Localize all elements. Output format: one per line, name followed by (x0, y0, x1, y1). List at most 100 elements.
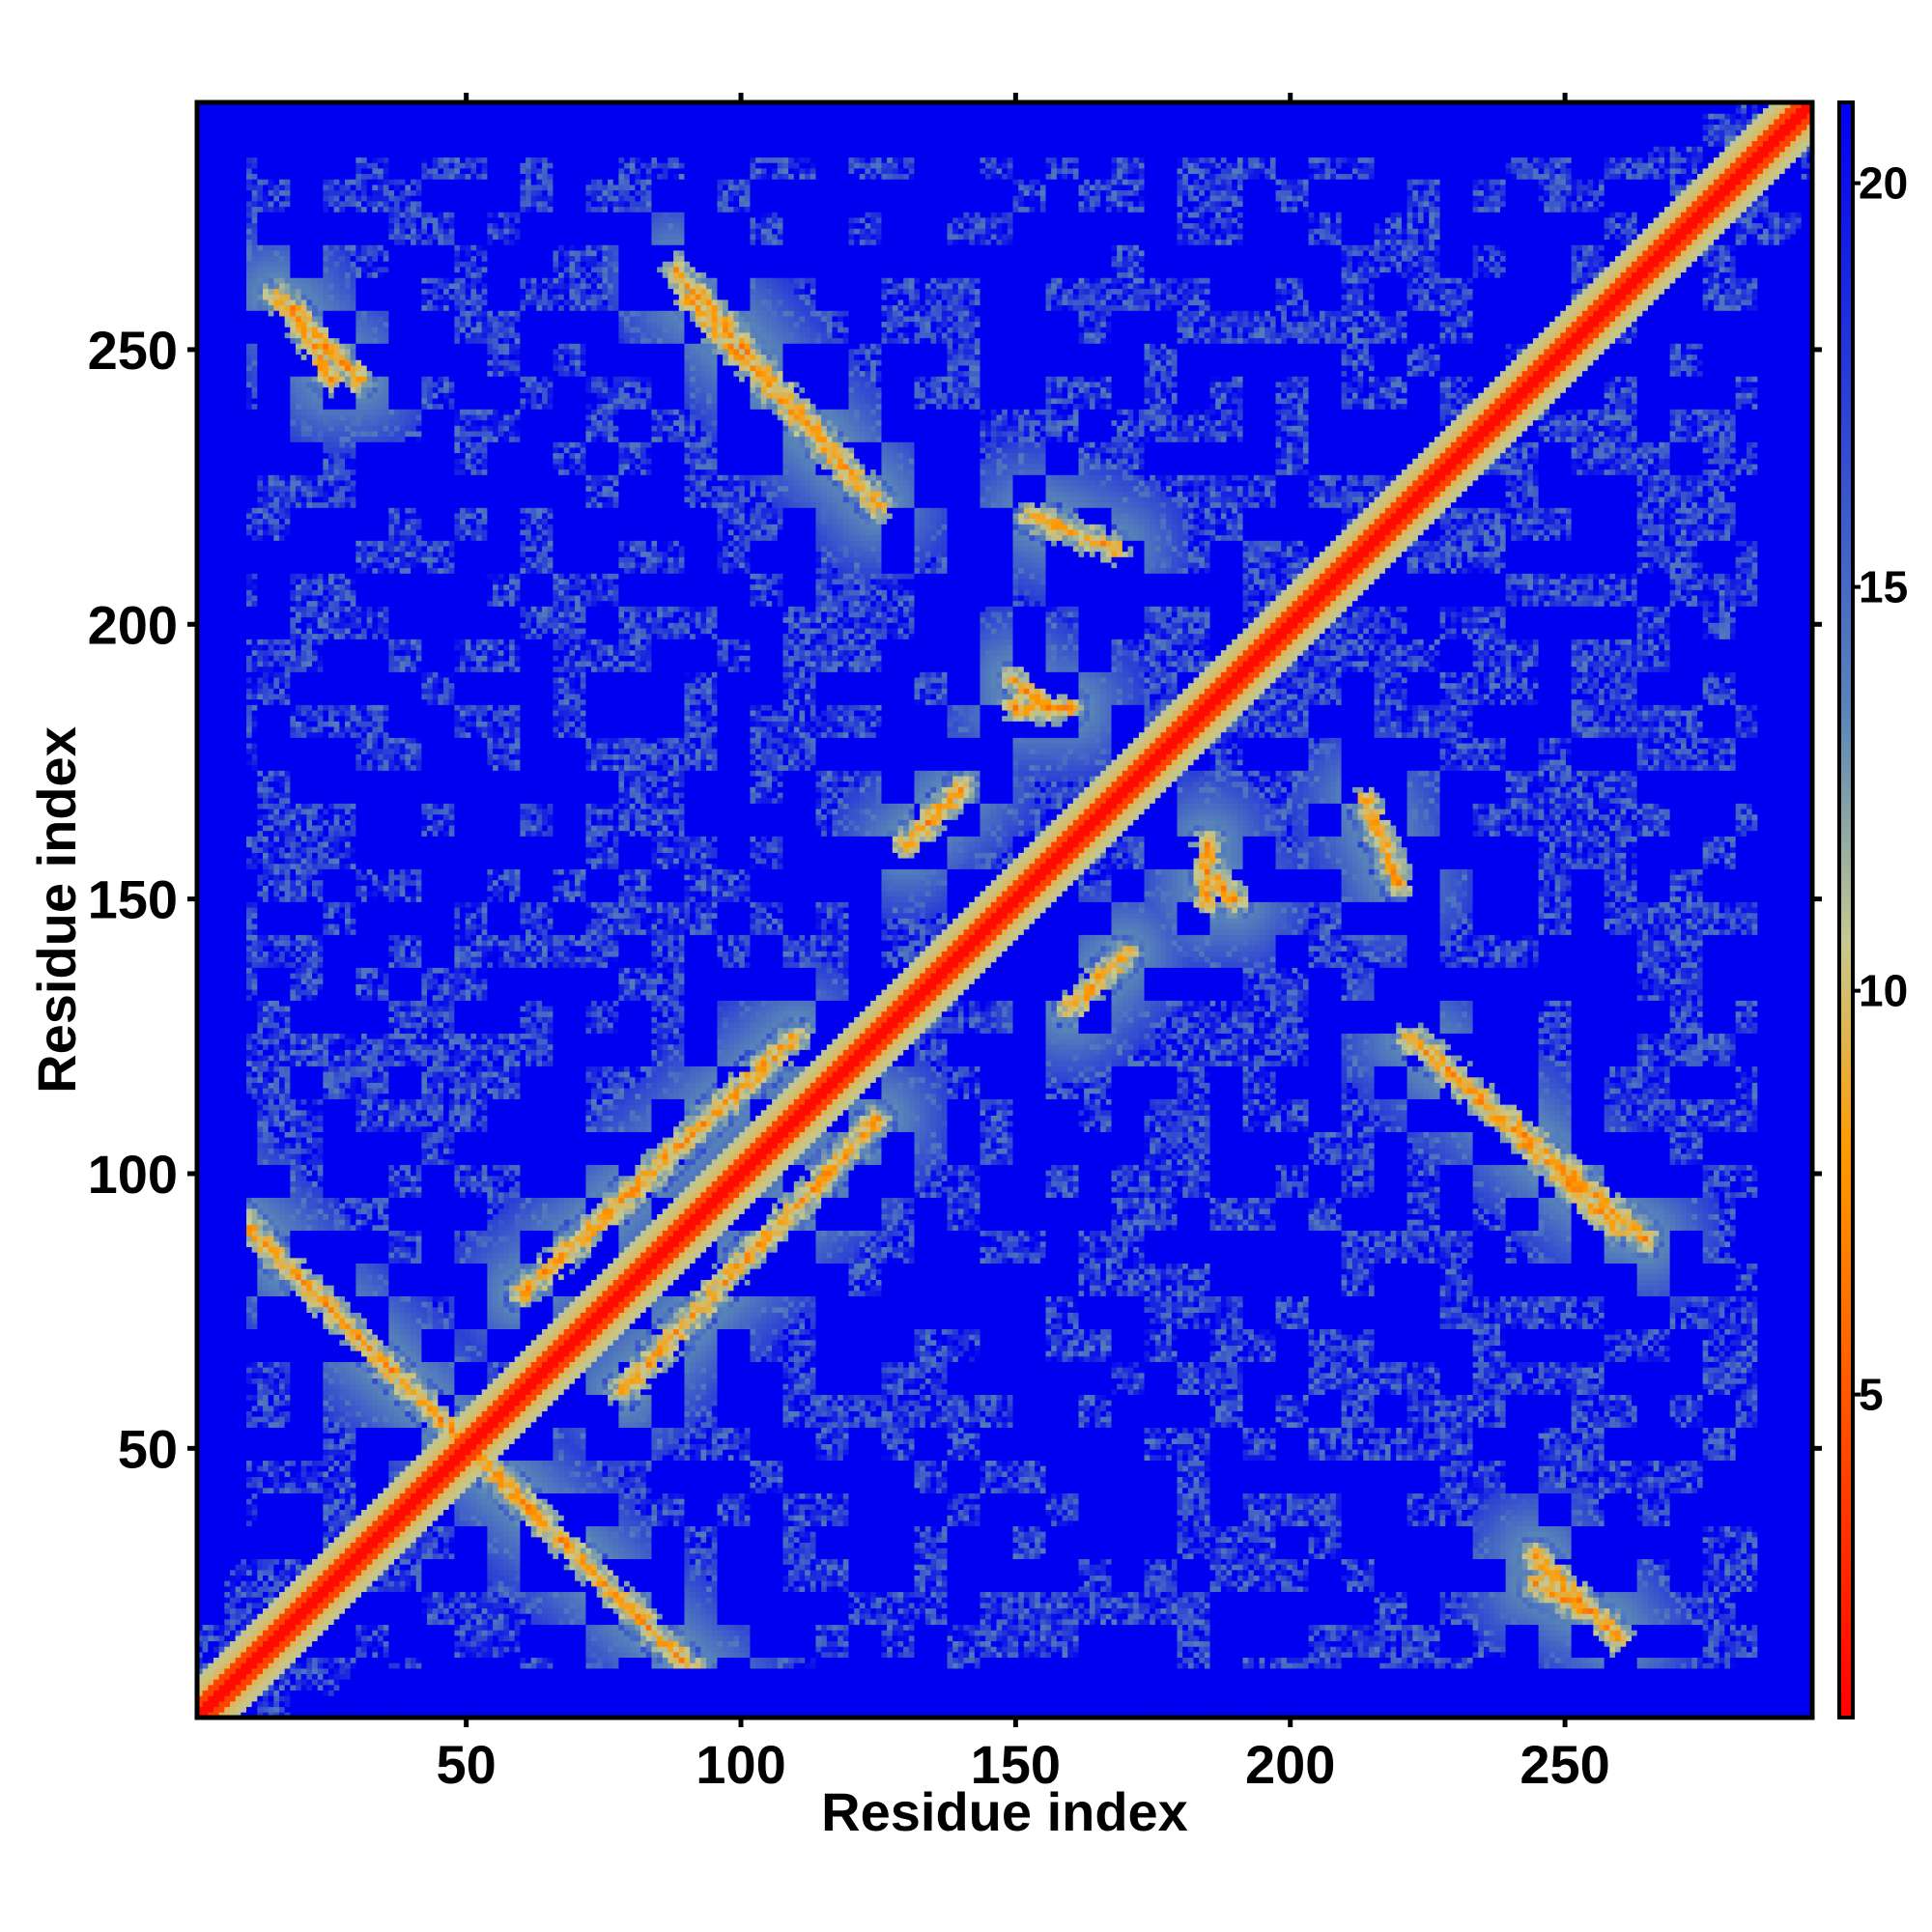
heatmap-cell (241, 195, 246, 201)
heatmap-cell (213, 1668, 219, 1674)
heatmap-cell (219, 1050, 225, 1056)
heatmap-cell (213, 819, 219, 825)
heatmap-cell (236, 1498, 242, 1504)
heatmap-cell (219, 1077, 225, 1083)
heatmap-cell (219, 1531, 225, 1537)
heatmap-cell (236, 1214, 242, 1220)
heatmap-cell (203, 299, 209, 305)
heatmap-cell (213, 1153, 219, 1159)
heatmap-cell (208, 502, 213, 508)
heatmap-cell (219, 420, 225, 426)
heatmap-cell (236, 469, 242, 475)
heatmap-cell (241, 1570, 246, 1576)
heatmap-cell (208, 1690, 213, 1696)
heatmap-cell (213, 519, 219, 525)
heatmap-cell (203, 546, 209, 552)
heatmap-cell (230, 1641, 236, 1647)
heatmap-cell (236, 989, 242, 995)
heatmap-cell (241, 573, 246, 579)
heatmap-cell (203, 108, 209, 114)
heatmap-cell (236, 940, 242, 946)
heatmap-cell (246, 973, 252, 979)
heatmap-cell (224, 984, 230, 990)
heatmap-cell (203, 157, 209, 163)
heatmap-cell (203, 519, 209, 525)
heatmap-cell (224, 913, 230, 919)
heatmap-cell (246, 513, 252, 519)
heatmap-cell (236, 1208, 242, 1214)
heatmap-cell (236, 529, 242, 535)
heatmap-cell (241, 507, 246, 513)
heatmap-cell (230, 1099, 236, 1105)
heatmap-cell (241, 1291, 246, 1296)
heatmap-cell (208, 1313, 213, 1319)
heatmap-cell (236, 1378, 242, 1384)
heatmap-cell (241, 617, 246, 623)
heatmap-cell (208, 589, 213, 595)
heatmap-cell (236, 841, 242, 847)
heatmap-cell (219, 634, 225, 639)
heatmap-cell (246, 486, 252, 492)
heatmap-cell (203, 1531, 209, 1537)
heatmap-cell (246, 1121, 252, 1126)
heatmap-cell (208, 1241, 213, 1247)
heatmap-cell (203, 1416, 209, 1422)
heatmap-cell (208, 108, 213, 114)
heatmap-cell (246, 409, 252, 414)
heatmap-cell (236, 995, 242, 1001)
heatmap-cell (241, 250, 246, 256)
heatmap-cell (246, 535, 252, 541)
heatmap-cell (236, 1225, 242, 1231)
heatmap-cell (224, 1214, 230, 1220)
heatmap-cell (246, 404, 252, 410)
heatmap-cell (224, 404, 230, 410)
heatmap-cell (230, 753, 236, 759)
heatmap-cell (219, 1225, 225, 1231)
heatmap-cell (246, 316, 252, 322)
heatmap-cell (246, 1159, 252, 1165)
heatmap-cell (208, 1646, 213, 1652)
heatmap-cell (213, 420, 219, 426)
heatmap-cell (219, 458, 225, 464)
heatmap-cell (224, 1301, 230, 1307)
heatmap-cell (208, 1071, 213, 1077)
heatmap-cell (230, 179, 236, 185)
heatmap-cell (230, 786, 236, 792)
heatmap-cell (241, 979, 246, 984)
heatmap-cell (208, 562, 213, 568)
heatmap-cell (219, 1461, 225, 1466)
heatmap-cell (203, 874, 209, 880)
heatmap-cell (230, 1104, 236, 1110)
heatmap-cell (213, 414, 219, 420)
heatmap-cell (203, 1613, 209, 1619)
heatmap-cell (224, 880, 230, 886)
heatmap-cell (213, 661, 219, 667)
heatmap-cell (213, 1132, 219, 1138)
heatmap-cell (246, 667, 252, 672)
heatmap-cell (219, 919, 225, 924)
heatmap-cell (236, 716, 242, 722)
heatmap-cell (224, 1203, 230, 1208)
heatmap-cell (224, 919, 230, 924)
heatmap-cell (246, 1685, 252, 1690)
heatmap-cell (224, 1553, 230, 1559)
heatmap-cell (203, 989, 209, 995)
heatmap-cell (203, 622, 209, 628)
heatmap-cell (213, 1695, 219, 1701)
heatmap-cell (241, 135, 246, 141)
heatmap-cell (219, 622, 225, 628)
heatmap-cell (203, 1083, 209, 1089)
heatmap-cell (224, 1531, 230, 1537)
heatmap-cell (224, 1630, 230, 1635)
heatmap-cell (246, 1329, 252, 1335)
heatmap-cell (246, 1422, 252, 1428)
heatmap-cell (203, 1307, 209, 1313)
heatmap-cell (230, 1077, 236, 1083)
heatmap-cell (213, 716, 219, 722)
heatmap-cell (203, 1537, 209, 1543)
heatmap-cell (208, 1083, 213, 1089)
heatmap-cell (224, 1011, 230, 1017)
heatmap-cell (213, 962, 219, 968)
heatmap-cell (230, 464, 236, 469)
heatmap-cell (236, 437, 242, 442)
